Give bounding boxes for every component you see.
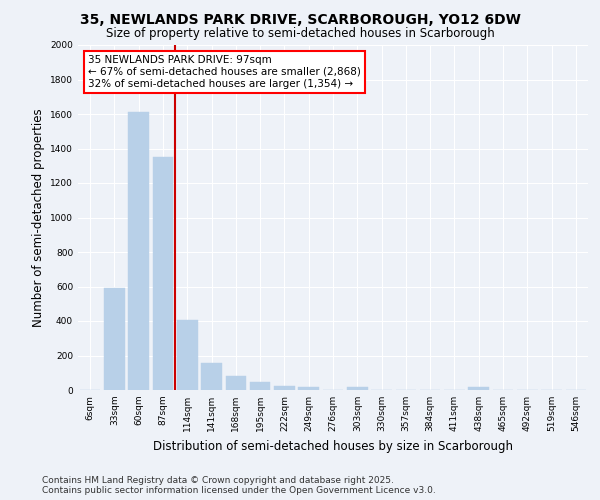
Y-axis label: Number of semi-detached properties: Number of semi-detached properties xyxy=(32,108,44,327)
Text: 35 NEWLANDS PARK DRIVE: 97sqm
← 67% of semi-detached houses are smaller (2,868)
: 35 NEWLANDS PARK DRIVE: 97sqm ← 67% of s… xyxy=(88,56,361,88)
Bar xyxy=(226,376,246,390)
Text: Size of property relative to semi-detached houses in Scarborough: Size of property relative to semi-detach… xyxy=(106,28,494,40)
Bar xyxy=(128,112,149,390)
Bar xyxy=(177,320,197,390)
X-axis label: Distribution of semi-detached houses by size in Scarborough: Distribution of semi-detached houses by … xyxy=(153,440,513,452)
Bar xyxy=(250,382,271,390)
Text: Contains HM Land Registry data © Crown copyright and database right 2025.
Contai: Contains HM Land Registry data © Crown c… xyxy=(42,476,436,495)
Bar xyxy=(298,386,319,390)
Bar xyxy=(347,388,368,390)
Bar xyxy=(274,386,295,390)
Bar xyxy=(152,157,173,390)
Bar xyxy=(469,386,489,390)
Bar xyxy=(201,364,222,390)
Text: 35, NEWLANDS PARK DRIVE, SCARBOROUGH, YO12 6DW: 35, NEWLANDS PARK DRIVE, SCARBOROUGH, YO… xyxy=(80,12,520,26)
Bar xyxy=(104,288,125,390)
